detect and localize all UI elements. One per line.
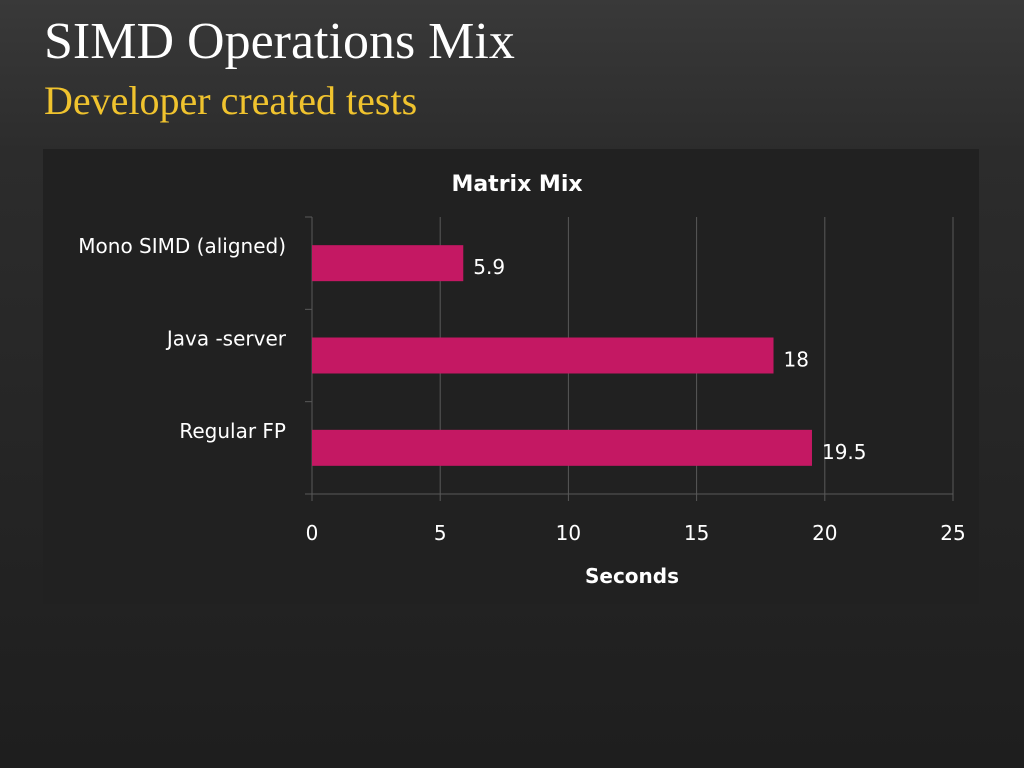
bar-0 [312, 245, 464, 282]
data-label: 19.5 [822, 440, 867, 464]
x-tick-label: 5 [434, 521, 447, 545]
category-label: Java -server [165, 327, 287, 351]
x-tick-label: 10 [556, 521, 581, 545]
chart-panel: Matrix Mix 0 5 10 15 20 25 Mono SIMD (aligned)… [43, 149, 979, 604]
category-label: Regular FP [179, 419, 286, 443]
data-label: 18 [784, 348, 809, 372]
bars [312, 245, 812, 466]
bar-2 [312, 429, 812, 466]
slide-title: SIMD Operations Mix [44, 13, 515, 70]
x-tick-label: 20 [812, 521, 837, 545]
chart-title: Matrix Mix [451, 172, 582, 197]
bar-1 [312, 337, 774, 374]
x-tick-label: 0 [306, 521, 319, 545]
slide-subtitle: Developer created tests [44, 78, 418, 123]
x-tick-label: 25 [940, 521, 965, 545]
x-axis-title: Seconds [585, 564, 679, 588]
labels: 0 5 10 15 20 25 Mono SIMD (aligned) 5.9 Java -se… [78, 234, 965, 545]
category-label: Mono SIMD (aligned) [78, 234, 286, 258]
data-label: 5.9 [473, 255, 505, 279]
matrix-mix-chart: Matrix Mix 0 5 10 15 20 25 Mono SIMD (aligned)… [78, 172, 965, 588]
x-tick-label: 15 [684, 521, 709, 545]
